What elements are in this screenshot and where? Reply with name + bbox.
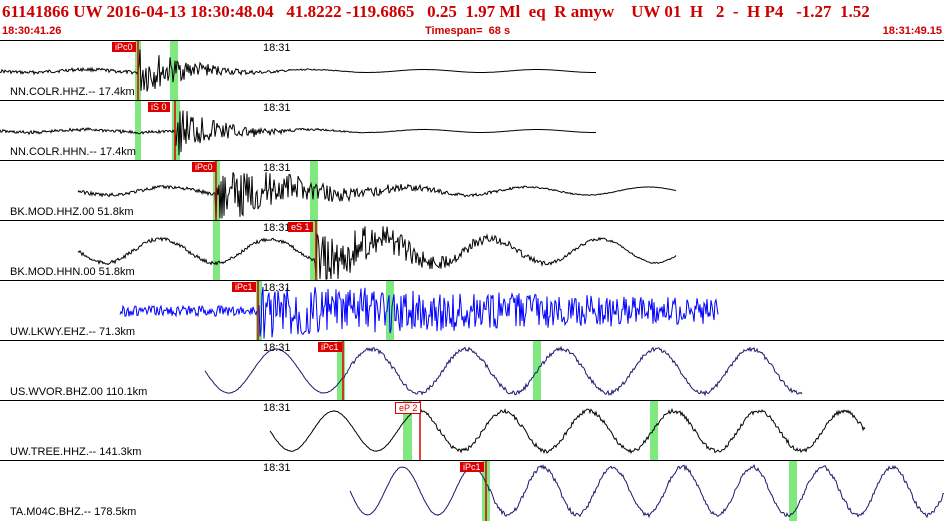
channel-label: NN.COLR.HHZ.-- 17.4km xyxy=(10,86,135,98)
pick-uncertainty-band xyxy=(386,281,394,341)
waveform xyxy=(349,463,944,519)
channel-label: US.WVOR.BHZ.00 110.1km xyxy=(10,386,148,398)
pick-uncertainty-band xyxy=(213,221,220,281)
phase-pick-flag[interactable]: iPc1 xyxy=(318,342,342,352)
waveform xyxy=(204,345,803,397)
timespan: Timespan= 68 s xyxy=(425,25,511,37)
trace-panel[interactable]: 18:31 iPc0 BK.MOD.HHZ.00 51.8km xyxy=(0,160,944,221)
event-header: 61141866 UW 2016-04-13 18:30:48.04 41.82… xyxy=(0,0,944,40)
channel-label: BK.MOD.HHN.00 51.8km xyxy=(10,266,135,278)
trace-canvas xyxy=(204,341,803,401)
waveform xyxy=(119,286,719,339)
waveform xyxy=(269,407,866,455)
phase-pick-flag[interactable]: iPc0 xyxy=(192,162,216,172)
phase-pick-flag[interactable]: iPc0 xyxy=(112,42,136,52)
time-tick: 18:31 xyxy=(263,162,291,174)
trace-panel[interactable]: 18:31 iPc0 NN.COLR.HHZ.-- 17.4km xyxy=(0,40,944,101)
trace-panel[interactable]: 18:31 iPc1 UW.LKWY.EHZ.-- 71.3km xyxy=(0,280,944,341)
waveform xyxy=(77,172,677,220)
phase-pick-flag[interactable]: eP 2 xyxy=(395,402,422,414)
phase-pick-flag[interactable]: iPc1 xyxy=(460,462,484,472)
trace-panel[interactable]: 18:31 iPc1 US.WVOR.BHZ.00 110.1km xyxy=(0,340,944,401)
channel-label: BK.MOD.HHZ.00 51.8km xyxy=(10,206,134,218)
trace-panel[interactable]: 18:31 iPc1 TA.M04C.BHZ.-- 178.5km xyxy=(0,460,944,521)
time-tick: 18:31 xyxy=(263,42,291,54)
start-time: 18:30:41.26 xyxy=(2,25,62,37)
trace-canvas xyxy=(0,101,596,161)
phase-pick-flag[interactable]: eS 1 xyxy=(288,222,313,232)
trace-canvas xyxy=(119,281,719,341)
pick-uncertainty-band xyxy=(337,341,345,401)
trace-panel[interactable]: 18:31 eP 2 UW.TREE.HHZ.-- 141.3km xyxy=(0,400,944,461)
waveform xyxy=(0,110,596,156)
trace-panel[interactable]: 18:31 iS 0 NN.COLR.HHN.-- 17.4km xyxy=(0,100,944,161)
trace-canvas xyxy=(269,401,866,461)
trace-canvas xyxy=(77,221,677,281)
time-tick: 18:31 xyxy=(263,102,291,114)
time-tick: 18:31 xyxy=(263,342,291,354)
pick-uncertainty-band xyxy=(172,101,180,161)
phase-pick-flag[interactable]: iPc1 xyxy=(232,282,256,292)
pick-uncertainty-band xyxy=(135,101,141,161)
channel-label: TA.M04C.BHZ.-- 178.5km xyxy=(10,506,137,518)
channel-label: UW.TREE.HHZ.-- 141.3km xyxy=(10,446,142,458)
trace-panel[interactable]: 18:31 eS 1 BK.MOD.HHN.00 51.8km xyxy=(0,220,944,281)
pick-uncertainty-band xyxy=(789,461,797,521)
trace-canvas xyxy=(349,461,944,521)
time-tick: 18:31 xyxy=(263,222,291,234)
time-tick: 18:31 xyxy=(263,282,291,294)
end-time: 18:31:49.15 xyxy=(882,25,942,37)
channel-label: UW.LKWY.EHZ.-- 71.3km xyxy=(10,326,136,338)
time-tick: 18:31 xyxy=(263,402,291,414)
pick-uncertainty-band xyxy=(310,221,318,281)
pick-uncertainty-band xyxy=(403,401,412,461)
pick-uncertainty-band xyxy=(533,341,541,401)
phase-pick-flag[interactable]: iS 0 xyxy=(148,102,170,112)
event-title: 61141866 UW 2016-04-13 18:30:48.04 41.82… xyxy=(2,2,870,21)
pick-uncertainty-band xyxy=(650,401,658,461)
waveform xyxy=(77,226,677,280)
waveform xyxy=(0,49,596,92)
trace-canvas xyxy=(0,41,596,101)
channel-label: NN.COLR.HHN.-- 17.4km xyxy=(10,146,136,158)
time-tick: 18:31 xyxy=(263,462,291,474)
trace-canvas xyxy=(77,161,677,221)
